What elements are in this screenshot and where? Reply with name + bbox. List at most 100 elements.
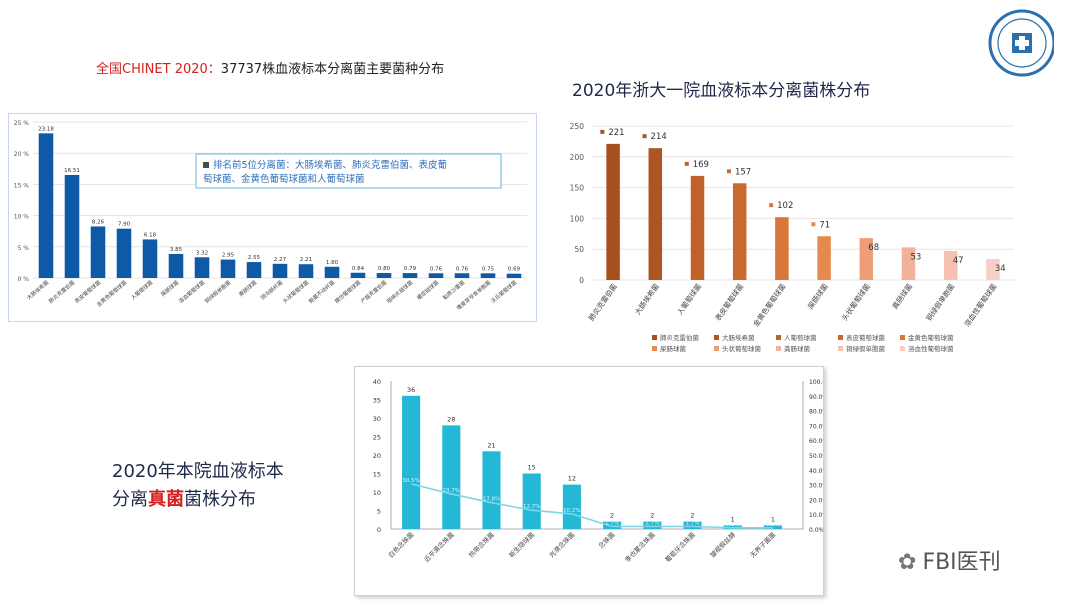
data-label: 3.85 <box>170 247 183 253</box>
bar <box>376 273 392 278</box>
bar <box>859 238 874 280</box>
y-tick-label: 0 <box>579 276 584 285</box>
y2-tick-label: 60.0% <box>809 438 823 445</box>
percentage-label: 10.2% <box>563 508 580 514</box>
legend-swatch <box>838 346 843 351</box>
x-tick-label: 头状葡萄球菌 <box>281 278 311 305</box>
y-tick-label: 10 <box>373 489 381 497</box>
data-label: 0.75 <box>482 266 495 272</box>
bar <box>643 521 662 529</box>
data-label: 1 <box>731 515 735 523</box>
legend-label: 铜绿假单胞菌 <box>846 344 886 353</box>
legend-label: 肺炎克雷伯菌 <box>660 333 700 342</box>
bar <box>442 425 461 529</box>
chinet-chart-title: 全国CHINET 2020：37737株血液标本分离菌主要菌种分布 <box>96 58 444 77</box>
legend-label: 粪肠球菌 <box>784 344 811 353</box>
y-tick-label: 0 % <box>18 276 30 283</box>
x-tick-label: 肺炎克雷伯菌 <box>587 282 619 323</box>
data-label: 0.76 <box>456 266 469 272</box>
data-label: 12 <box>568 475 576 483</box>
x-tick-label: 表皮葡萄球菌 <box>713 282 745 323</box>
data-label: 169 <box>693 160 709 170</box>
y-tick-label: 25 <box>373 434 381 442</box>
x-tick-label: 葡萄牙念珠菌 <box>663 530 697 564</box>
bar <box>64 174 80 278</box>
chinet-chart-panel: 0 % 5 % 10 % 15 % 20 % 25 % 23.18 大肠埃希菌 16.51 肺炎克… <box>8 113 537 322</box>
legend-label: 表皮葡萄球菌 <box>846 333 886 342</box>
bar <box>763 525 782 529</box>
data-label: 1.80 <box>326 260 339 266</box>
bar <box>522 473 541 529</box>
y2-tick-label: 20.0% <box>809 497 823 504</box>
bar <box>194 257 210 278</box>
y-tick-label: 20 <box>373 452 381 460</box>
x-tick-label: 近平滑念珠菌 <box>422 530 456 564</box>
legend-label: 溶血性葡萄球菌 <box>908 344 954 353</box>
percentage-label: 0.8% <box>766 522 780 528</box>
bar <box>402 395 421 529</box>
y2-tick-label: 40.0% <box>809 468 823 475</box>
percentage-label: 1.7% <box>686 520 700 526</box>
data-label: 221 <box>608 128 624 138</box>
legend-label: 屎肠球菌 <box>660 344 687 353</box>
x-tick-label: 光滑念珠菌 <box>547 530 577 560</box>
x-tick-label: 咽峡炎链球菌 <box>385 278 415 305</box>
y-tick-label: 10 % <box>14 214 30 221</box>
x-tick-label: 金黄色葡萄球菌 <box>751 282 787 328</box>
fungi-pareto-chart: 0 5 10 15 20 25 30 35 40 0.0% 10.0% 20.0% 30.0% 40.0%… <box>373 378 832 564</box>
percentage-line <box>410 483 773 529</box>
legend-swatch <box>776 335 781 340</box>
watermark-text: FBI医刊 <box>922 550 1001 575</box>
data-label: 1 <box>771 515 775 523</box>
data-label: 16.51 <box>64 168 80 174</box>
bar <box>901 247 916 280</box>
y-tick-label: 35 <box>373 397 381 405</box>
data-label: 28 <box>447 415 455 423</box>
annotation-box <box>195 153 502 189</box>
bar <box>606 143 620 280</box>
percentage-label: 30.5% <box>402 478 419 484</box>
data-label: 102 <box>777 201 793 211</box>
y2-tick-label: 100.0% <box>809 379 823 386</box>
data-label: 2 <box>610 512 614 520</box>
legend-swatch <box>652 346 657 351</box>
x-tick-label: 粪肠球菌 <box>237 278 258 298</box>
data-label: 15 <box>528 464 536 472</box>
data-label: 2.27 <box>274 257 287 263</box>
y2-tick-label: 10.0% <box>809 512 823 519</box>
data-label: 71 <box>819 220 830 230</box>
fungi-title-line2: 分离真菌菌株分布 <box>112 486 284 514</box>
data-label: 2 <box>650 512 654 520</box>
x-tick-label: 人葡萄球菌 <box>675 282 703 317</box>
y-tick-label: 250 <box>570 122 585 131</box>
legend-swatch <box>652 335 657 340</box>
data-label-marker <box>726 169 731 174</box>
data-label: 8.26 <box>92 219 105 225</box>
wechat-icon: ✿ <box>898 550 917 575</box>
data-label: 2.95 <box>222 253 235 259</box>
chinet-bar-chart: 0 %5 %10 %15 %20 %25 %23.18大肠埃希菌16.51肺炎克… <box>14 120 527 312</box>
legend-swatch <box>900 346 905 351</box>
y2-tick-label: 90.0% <box>809 394 823 401</box>
bar <box>480 273 496 278</box>
bar <box>775 217 789 280</box>
legend-label: 大肠埃希菌 <box>722 333 755 342</box>
x-tick-label: 白色念珠菌 <box>386 530 416 560</box>
bar <box>732 183 747 280</box>
bar <box>116 228 132 278</box>
data-label: 0.79 <box>404 266 417 272</box>
x-tick-label: 溶血性葡萄球菌 <box>962 282 998 328</box>
data-label: 0.76 <box>430 266 443 272</box>
data-label-marker <box>811 222 816 227</box>
bar <box>648 148 663 280</box>
fungi-chart-panel: 0 5 10 15 20 25 30 35 40 0.0% 10.0% 20.0% 30.0% 40.0%… <box>354 366 832 596</box>
data-label-marker <box>684 161 689 166</box>
data-label: 0.84 <box>352 266 365 272</box>
data-label: 34 <box>995 264 1006 274</box>
chinet-title-prefix: 全国CHINET 2020： <box>96 62 221 77</box>
data-label: 2 <box>690 512 694 520</box>
y-tick-label: 200 <box>570 153 585 162</box>
x-tick-label: 人葡萄球菌 <box>129 278 154 301</box>
legend-swatch <box>838 335 843 340</box>
bar <box>350 272 366 278</box>
